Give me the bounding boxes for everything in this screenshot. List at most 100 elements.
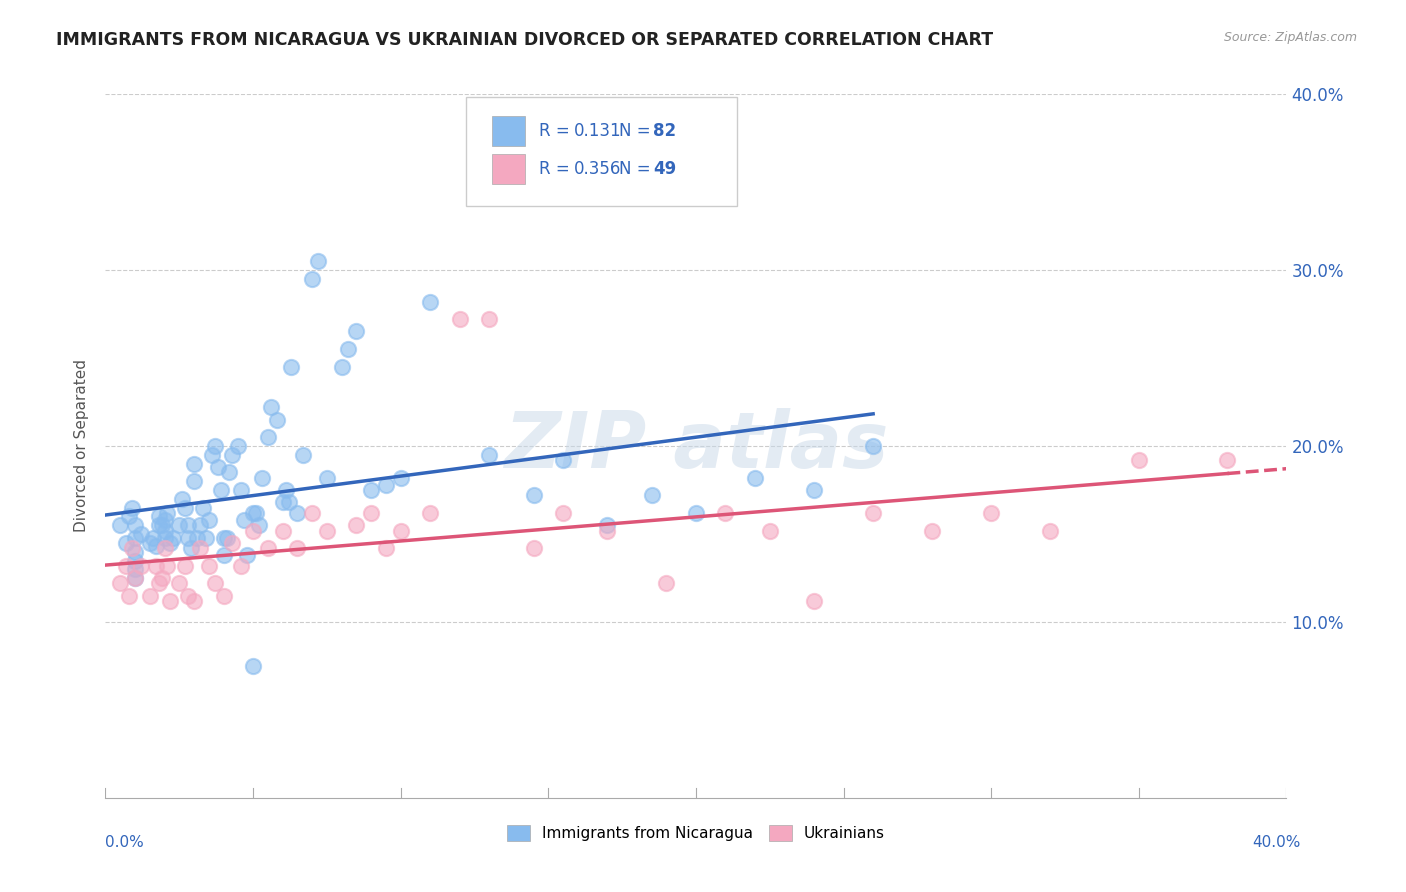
Point <box>714 506 737 520</box>
Point <box>121 500 143 515</box>
Point <box>183 594 205 608</box>
Point <box>1216 453 1239 467</box>
Point <box>218 466 240 480</box>
Point <box>121 541 143 556</box>
Point <box>242 506 264 520</box>
Point <box>242 524 264 538</box>
Point <box>301 271 323 285</box>
Point <box>153 524 176 538</box>
FancyBboxPatch shape <box>465 97 737 206</box>
Point <box>330 359 353 374</box>
Point <box>551 506 574 520</box>
Point <box>759 524 782 538</box>
Point <box>204 439 226 453</box>
Point <box>292 448 315 462</box>
Point <box>183 475 205 489</box>
Point <box>596 518 619 533</box>
Point <box>115 558 138 573</box>
Point <box>124 571 146 585</box>
Point <box>180 541 202 556</box>
Point <box>197 513 219 527</box>
Point <box>118 589 141 603</box>
Point <box>419 506 441 520</box>
Point <box>803 594 825 608</box>
Point <box>374 477 398 491</box>
Point <box>862 439 884 453</box>
Point <box>153 531 176 545</box>
Point <box>685 506 707 520</box>
Point <box>129 527 152 541</box>
Text: 49: 49 <box>654 160 676 178</box>
Point <box>346 518 368 533</box>
Text: R =: R = <box>538 160 569 178</box>
Text: N =: N = <box>619 122 651 140</box>
Point <box>271 524 294 538</box>
Point <box>596 524 619 538</box>
Point <box>478 448 501 462</box>
Point <box>1128 453 1150 467</box>
Point <box>260 401 283 415</box>
Point <box>188 518 211 533</box>
Text: R =: R = <box>538 122 569 140</box>
Point <box>1039 524 1062 538</box>
Point <box>138 536 162 550</box>
Point <box>209 483 232 497</box>
Text: N =: N = <box>619 160 651 178</box>
Point <box>523 488 546 502</box>
Point <box>174 500 197 515</box>
Point <box>169 518 191 533</box>
Point <box>148 576 170 591</box>
Point <box>186 531 208 545</box>
Point <box>245 506 267 520</box>
Text: 40.0%: 40.0% <box>1253 836 1301 850</box>
Point <box>315 524 337 538</box>
Point <box>360 483 382 497</box>
Point <box>124 531 146 545</box>
Point <box>862 506 884 520</box>
Point <box>551 453 574 467</box>
Point <box>162 531 184 545</box>
Point <box>156 558 179 573</box>
Point <box>212 589 235 603</box>
Point <box>201 448 224 462</box>
Point <box>280 359 302 374</box>
Point <box>159 536 181 550</box>
Point <box>315 471 337 485</box>
Point <box>236 548 259 562</box>
Point <box>169 576 191 591</box>
Text: 82: 82 <box>654 122 676 140</box>
Point <box>274 483 297 497</box>
Point <box>124 544 146 558</box>
Point <box>271 495 294 509</box>
Point <box>301 506 323 520</box>
FancyBboxPatch shape <box>492 154 524 184</box>
Point <box>150 518 173 533</box>
Point <box>221 448 243 462</box>
Point <box>150 571 173 585</box>
Point <box>449 312 471 326</box>
Point <box>174 558 197 573</box>
Point <box>183 457 205 471</box>
Point <box>159 594 181 608</box>
Point <box>266 412 288 426</box>
Point <box>744 471 766 485</box>
Point <box>336 342 359 356</box>
Point <box>228 439 250 453</box>
Point <box>145 540 167 554</box>
Point <box>153 513 176 527</box>
Text: 0.356: 0.356 <box>574 160 621 178</box>
Point <box>980 506 1002 520</box>
Point <box>124 571 146 585</box>
Point <box>523 541 546 556</box>
Point <box>188 541 211 556</box>
Point <box>145 558 167 573</box>
Point <box>287 541 309 556</box>
Point <box>191 500 214 515</box>
Point <box>212 531 235 545</box>
Point <box>129 558 152 573</box>
Y-axis label: Divorced or Separated: Divorced or Separated <box>75 359 90 533</box>
Text: ZIP atlas: ZIP atlas <box>503 408 889 484</box>
Point <box>177 518 200 533</box>
Point <box>194 531 217 545</box>
Point <box>118 509 141 524</box>
